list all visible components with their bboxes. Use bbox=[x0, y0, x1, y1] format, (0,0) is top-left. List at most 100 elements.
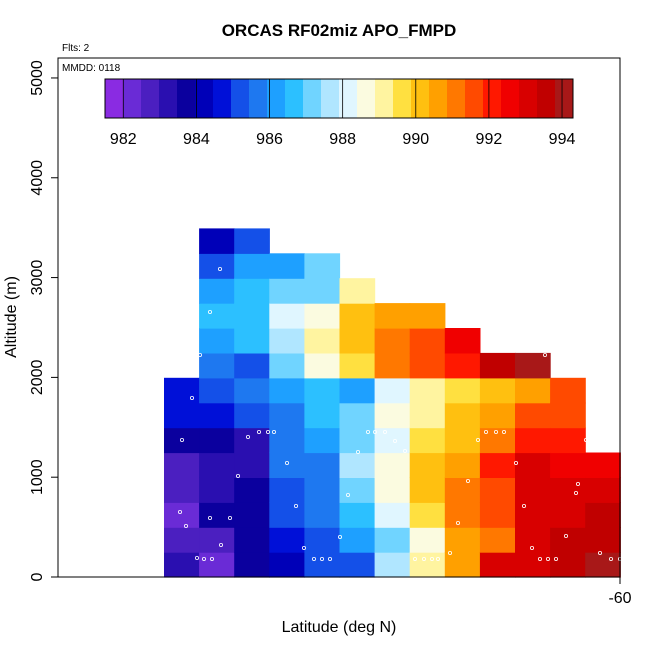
heatmap-cell bbox=[304, 527, 341, 553]
heatmap-cell bbox=[444, 352, 481, 379]
sample-point bbox=[598, 551, 603, 556]
sample-point bbox=[596, 429, 601, 434]
sample-point bbox=[365, 429, 370, 434]
heatmap-cell bbox=[164, 377, 200, 404]
sample-point bbox=[543, 352, 548, 357]
heatmap-cell bbox=[374, 328, 411, 354]
heatmap-cell bbox=[304, 352, 341, 379]
y-axis: 0 1000 2000 3000 4000 5000 bbox=[29, 60, 58, 581]
heatmap-cell bbox=[409, 552, 446, 578]
heatmap-cell bbox=[409, 352, 446, 379]
heatmap-cell bbox=[479, 452, 516, 478]
colorbar-swatch bbox=[411, 79, 430, 118]
heatmap-cell bbox=[304, 328, 341, 354]
colorbar-swatch bbox=[321, 79, 340, 118]
y-tick-label: 4000 bbox=[29, 160, 46, 196]
sample-point bbox=[576, 481, 581, 486]
sample-point bbox=[235, 473, 240, 478]
heatmap-cell bbox=[515, 402, 551, 429]
sample-point bbox=[372, 429, 377, 434]
heatmap-cell bbox=[234, 527, 270, 553]
sample-point bbox=[455, 521, 460, 526]
heatmap-cell bbox=[374, 303, 411, 329]
heatmap-cell bbox=[164, 402, 200, 429]
heatmap-cell bbox=[479, 527, 516, 553]
sample-point bbox=[493, 429, 498, 434]
y-tick-label: 0 bbox=[29, 572, 46, 581]
heatmap-cell bbox=[409, 452, 446, 478]
colorbar-swatch bbox=[555, 79, 574, 118]
flights-label: Flts: 2 bbox=[62, 43, 90, 54]
heatmap-cell bbox=[550, 502, 586, 528]
sample-point bbox=[522, 503, 527, 508]
heatmap-cell bbox=[199, 228, 235, 254]
heatmap-cell bbox=[304, 502, 341, 528]
heatmap-cell bbox=[339, 452, 376, 478]
sample-point bbox=[609, 557, 614, 562]
sample-point bbox=[564, 534, 569, 539]
heatmap-cell bbox=[234, 402, 270, 429]
sample-point bbox=[293, 503, 298, 508]
colorbar-swatch bbox=[177, 79, 196, 118]
sample-point bbox=[301, 546, 306, 551]
colorbar-swatch bbox=[213, 79, 232, 118]
heatmap-cell bbox=[585, 502, 621, 528]
heatmap-cell bbox=[269, 527, 305, 553]
colorbar-swatch bbox=[339, 79, 358, 118]
heatmap-cell bbox=[199, 402, 235, 429]
heatmap-cell bbox=[339, 303, 376, 329]
heatmap-cells bbox=[164, 228, 621, 578]
heatmap-cell bbox=[515, 552, 551, 578]
heatmap-cell bbox=[199, 527, 235, 553]
heatmap-cell bbox=[199, 502, 235, 528]
heatmap-cell bbox=[164, 527, 200, 553]
heatmap-cell bbox=[199, 477, 235, 503]
sample-point bbox=[256, 429, 261, 434]
heatmap-cell bbox=[444, 427, 481, 454]
heatmap-cell bbox=[550, 427, 586, 454]
heatmap-cell bbox=[339, 352, 376, 379]
heatmap-cell bbox=[585, 477, 621, 503]
sample-point bbox=[197, 352, 202, 357]
colorbar-swatch bbox=[267, 79, 286, 118]
heatmap-cell bbox=[515, 452, 551, 478]
colorbar-tick-label: 988 bbox=[329, 131, 356, 148]
colorbar-swatch bbox=[249, 79, 268, 118]
sample-point bbox=[345, 492, 350, 497]
heatmap-cell bbox=[374, 427, 411, 454]
x-axis-label: Latitude (deg N) bbox=[282, 619, 397, 636]
sample-point bbox=[412, 557, 417, 562]
date-label: MMDD: 0118 bbox=[62, 63, 121, 74]
sample-point bbox=[501, 429, 506, 434]
heatmap-cell bbox=[585, 527, 621, 553]
heatmap-cell bbox=[409, 502, 446, 528]
sample-point bbox=[194, 556, 199, 561]
heatmap-cell bbox=[515, 427, 551, 454]
sample-point bbox=[327, 557, 332, 562]
sample-point bbox=[245, 434, 250, 439]
heatmap-cell bbox=[409, 527, 446, 553]
heatmap-cell bbox=[444, 402, 481, 429]
heatmap-cell bbox=[374, 377, 411, 404]
heatmap-cell bbox=[234, 228, 270, 254]
sample-point bbox=[574, 490, 579, 495]
y-axis-label: Altitude (m) bbox=[3, 276, 20, 358]
sample-point bbox=[207, 516, 212, 521]
colorbar-swatch bbox=[141, 79, 160, 118]
sample-point bbox=[271, 429, 276, 434]
heatmap-cell bbox=[479, 552, 516, 578]
heatmap-cell bbox=[199, 328, 235, 354]
heatmap-cell bbox=[339, 527, 376, 553]
heatmap-cell bbox=[479, 477, 516, 503]
heatmap-cell bbox=[234, 477, 270, 503]
heatmap-cell bbox=[269, 502, 305, 528]
colorbar-ticks: 982 984 986 988 990 992 994 bbox=[110, 79, 575, 148]
sample-point bbox=[265, 429, 270, 434]
colorbar-swatch bbox=[123, 79, 142, 118]
heatmap-cell bbox=[515, 502, 551, 528]
heatmap-cell bbox=[374, 502, 411, 528]
heatmap-cell bbox=[269, 253, 305, 279]
heatmap-cell bbox=[479, 377, 516, 404]
sample-point bbox=[612, 429, 617, 434]
